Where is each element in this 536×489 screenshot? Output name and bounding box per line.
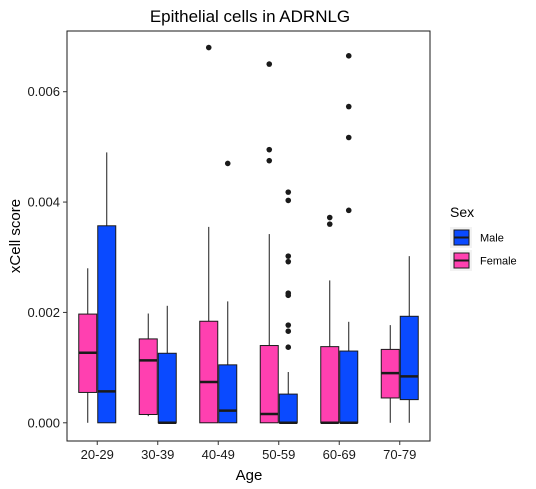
outlier-point: [266, 61, 273, 67]
box: [218, 364, 238, 424]
box-group-female: [380, 325, 400, 423]
outlier-point: [285, 292, 292, 299]
box: [278, 393, 298, 424]
x-tick-label: 20-29: [81, 447, 114, 462]
y-axis: 0.000 0.002 0.004 0.006: [27, 84, 67, 430]
x-tick-label: 30-39: [141, 447, 174, 462]
box-group-female: [199, 44, 219, 424]
outlier-point: [285, 328, 292, 334]
y-tick-label: 0.002: [27, 305, 60, 320]
box-group-female: [138, 313, 158, 417]
box-group-female: [78, 268, 98, 423]
x-tick-label: 70-79: [383, 447, 416, 462]
legend: Sex Male Female: [450, 204, 517, 271]
box: [259, 345, 279, 424]
outlier-point: [345, 134, 352, 141]
box: [97, 225, 117, 424]
outlier-point: [266, 146, 273, 153]
x-axis: 20-29 30-39 40-49 50-59 60-69 70-79: [81, 441, 416, 462]
outlier-point: [285, 253, 292, 259]
box-group-female: [259, 61, 279, 424]
box: [399, 315, 419, 401]
box-group-male: [157, 305, 177, 425]
legend-label-female: Female: [480, 256, 517, 268]
box: [320, 346, 340, 424]
outlier-point: [345, 53, 352, 59]
box-group-male: [97, 152, 117, 424]
outlier-point: [205, 44, 212, 51]
box-group-male: [339, 53, 359, 425]
outlier-point: [285, 197, 292, 204]
y-tick-label: 0.004: [27, 195, 60, 210]
outlier-point: [345, 207, 352, 214]
x-axis-title: Age: [236, 467, 263, 484]
box-group-male: [218, 160, 238, 424]
y-tick-label: 0.000: [27, 415, 60, 430]
x-tick-label: 60-69: [323, 447, 356, 462]
chart-title: Epithelial cells in ADRNLG: [150, 7, 350, 26]
outlier-point: [266, 157, 273, 164]
x-tick-label: 50-59: [262, 447, 295, 462]
box: [339, 350, 359, 424]
outlier-point: [326, 214, 333, 221]
outlier-point: [345, 103, 352, 110]
outlier-point: [224, 160, 231, 167]
y-axis-title: xCell score: [7, 199, 24, 273]
y-tick-label: 0.006: [27, 84, 60, 99]
plot-panel: [66, 30, 431, 442]
legend-title: Sex: [450, 204, 474, 220]
box-group-male: [399, 256, 419, 423]
outlier-point: [326, 221, 333, 227]
outlier-point: [285, 344, 292, 350]
box: [199, 320, 219, 424]
box: [157, 352, 177, 424]
box: [138, 338, 158, 416]
outlier-point: [285, 189, 292, 195]
boxes-layer: [78, 44, 419, 425]
outlier-point: [285, 258, 292, 265]
box-group-female: [320, 214, 340, 425]
x-tick-label: 40-49: [202, 447, 235, 462]
legend-label-male: Male: [480, 233, 504, 245]
box-group-male: [278, 189, 298, 425]
outlier-point: [285, 322, 292, 328]
